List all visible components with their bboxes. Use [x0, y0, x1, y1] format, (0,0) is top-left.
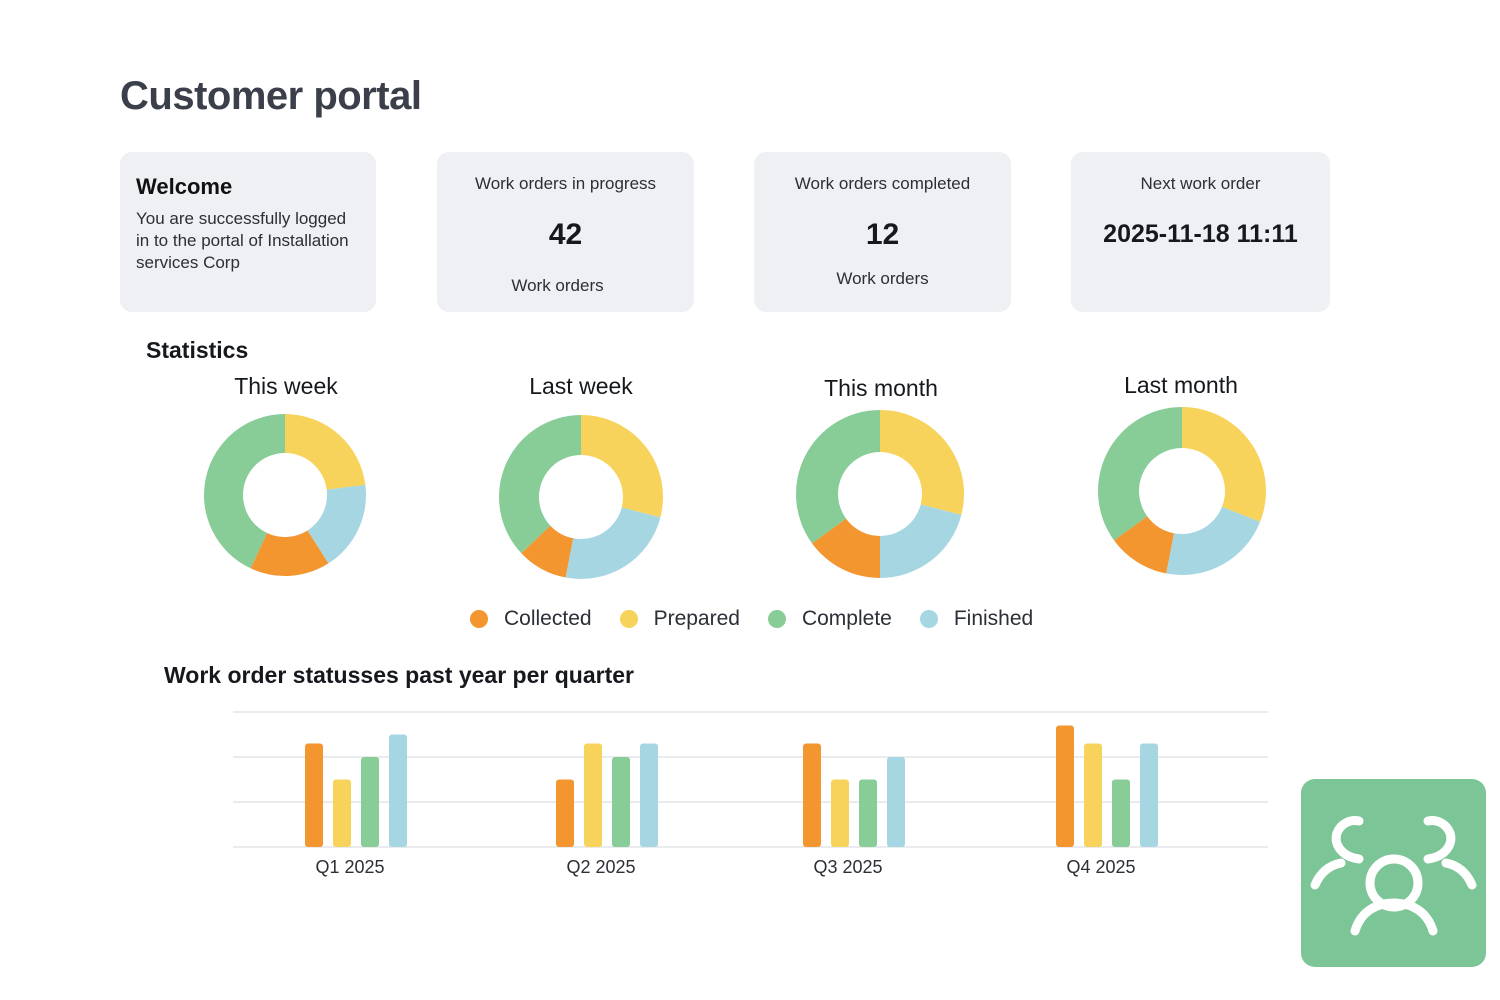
x-tick-label: Q1 2025	[315, 857, 384, 877]
bar-collected-1[interactable]	[305, 743, 323, 848]
legend-item-prepared[interactable]: Prepared	[619, 607, 740, 631]
bar-prepared-4[interactable]	[1084, 743, 1102, 848]
app-badge[interactable]	[1301, 779, 1486, 967]
legend-label-collected: Collected	[504, 607, 592, 630]
donut-slice-finished[interactable]	[565, 507, 661, 579]
donut-title-this-month: This month	[824, 375, 938, 401]
bar-collected-3[interactable]	[803, 743, 821, 848]
legend-dot-collected	[470, 610, 488, 628]
completed-card[interactable]: Work orders completed 12 Work orders	[754, 152, 1011, 312]
donut-slice-finished[interactable]	[1166, 506, 1261, 575]
bar-prepared-1[interactable]	[333, 779, 351, 848]
in-progress-card[interactable]: Work orders in progress 42 Work orders	[437, 152, 694, 312]
donut-slice-prepared[interactable]	[581, 415, 663, 518]
bar-complete-4[interactable]	[1112, 779, 1130, 848]
donut-charts	[204, 407, 1266, 579]
completed-label: Work orders completed	[794, 174, 971, 193]
bar-finished-4[interactable]	[1140, 743, 1158, 848]
in-progress-label: Work orders in progress	[474, 174, 657, 193]
bar-collected-2[interactable]	[556, 779, 574, 848]
legend-dot-complete	[767, 610, 786, 628]
x-tick-label: Q4 2025	[1066, 857, 1135, 877]
statistics-title: Statistics	[146, 337, 249, 363]
legend-dot-prepared	[619, 610, 638, 628]
chart-legend: Collected Prepared Complete Finished	[470, 604, 1061, 634]
legend-item-collected[interactable]: Collected	[470, 607, 592, 631]
next-order-label: Next work order	[1140, 174, 1261, 193]
welcome-text: You are successfully logged in to the po…	[136, 209, 349, 272]
bar-complete-3[interactable]	[859, 779, 877, 848]
welcome-card: Welcome You are successfully logged in t…	[120, 152, 376, 312]
bar-complete-1[interactable]	[361, 757, 379, 847]
donut-slice-collected[interactable]	[521, 525, 574, 578]
completed-value: 12	[865, 218, 900, 251]
donut-title-this-week: This week	[234, 373, 338, 399]
donut-slice-complete[interactable]	[1098, 407, 1182, 541]
donut-title-last-week: Last week	[529, 373, 633, 399]
x-tick-label: Q3 2025	[813, 857, 882, 877]
donut-slice-prepared[interactable]	[285, 414, 366, 490]
bar-finished-2[interactable]	[640, 743, 658, 848]
bar-complete-2[interactable]	[612, 757, 630, 847]
donut-slice-collected[interactable]	[1114, 516, 1174, 574]
legend-item-finished[interactable]: Finished	[919, 607, 1034, 631]
legend-label-prepared: Prepared	[653, 607, 740, 630]
users-group-icon	[1310, 816, 1477, 936]
bar-finished-3[interactable]	[887, 757, 905, 847]
donut-slice-prepared[interactable]	[1182, 407, 1266, 522]
donut-slice-complete[interactable]	[204, 414, 285, 569]
legend-dot-finished	[919, 610, 938, 628]
donut-slice-complete[interactable]	[499, 415, 581, 554]
next-order-datetime: 2025-11-18 11:11	[1103, 220, 1298, 248]
donut-slice-collected[interactable]	[812, 518, 880, 578]
donut-slice-prepared[interactable]	[880, 410, 964, 515]
legend-label-finished: Finished	[953, 607, 1034, 630]
donut-title-last-month: Last month	[1124, 372, 1238, 398]
next-order-card[interactable]: Next work order 2025-11-18 11:11	[1071, 152, 1330, 312]
donut-slice-finished[interactable]	[880, 504, 962, 578]
in-progress-unit: Work orders	[511, 276, 604, 295]
donut-slice-collected[interactable]	[250, 530, 329, 576]
legend-label-complete: Complete	[801, 607, 892, 630]
bar-prepared-2[interactable]	[584, 743, 602, 848]
x-tick-label: Q2 2025	[566, 857, 635, 877]
bar-collected-4[interactable]	[1056, 725, 1074, 848]
donut-slice-finished[interactable]	[307, 484, 366, 564]
bar-prepared-3[interactable]	[831, 779, 849, 848]
bar-finished-1[interactable]	[389, 734, 407, 848]
in-progress-value: 42	[548, 218, 583, 251]
page-title: Customer portal	[120, 74, 422, 118]
quarter-chart-title: Work order statusses past year per quart…	[164, 662, 634, 688]
legend-item-complete[interactable]: Complete	[767, 607, 892, 631]
welcome-heading: Welcome	[136, 174, 233, 199]
completed-unit: Work orders	[836, 269, 929, 288]
donut-slice-complete[interactable]	[796, 410, 880, 544]
